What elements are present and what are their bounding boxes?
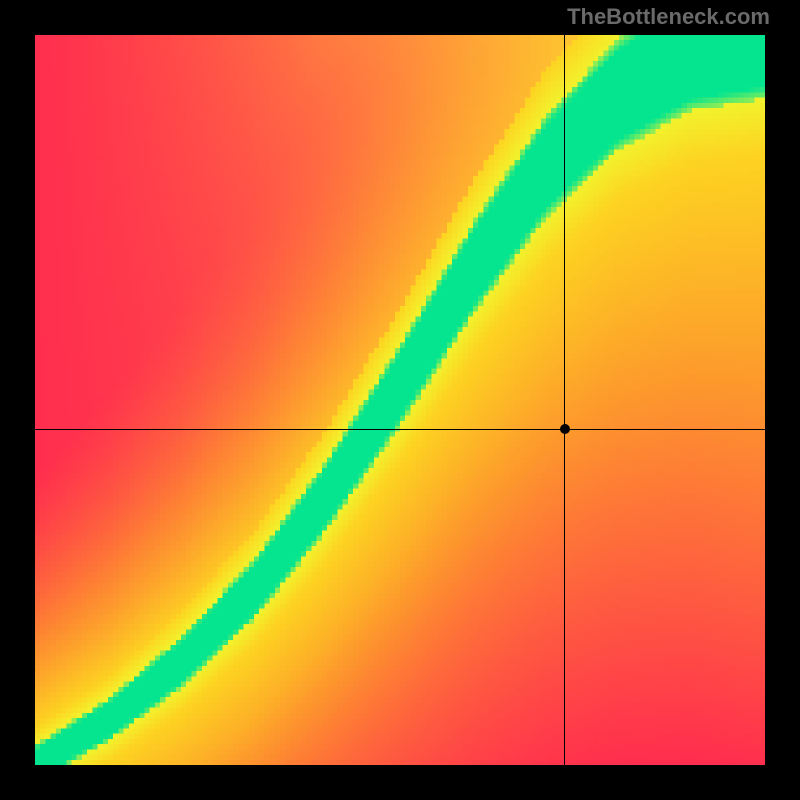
watermark-text: TheBottleneck.com (567, 4, 770, 30)
bottleneck-heatmap (35, 35, 765, 765)
crosshair-vertical (564, 35, 565, 765)
crosshair-horizontal (35, 429, 765, 430)
chart-container: TheBottleneck.com (0, 0, 800, 800)
